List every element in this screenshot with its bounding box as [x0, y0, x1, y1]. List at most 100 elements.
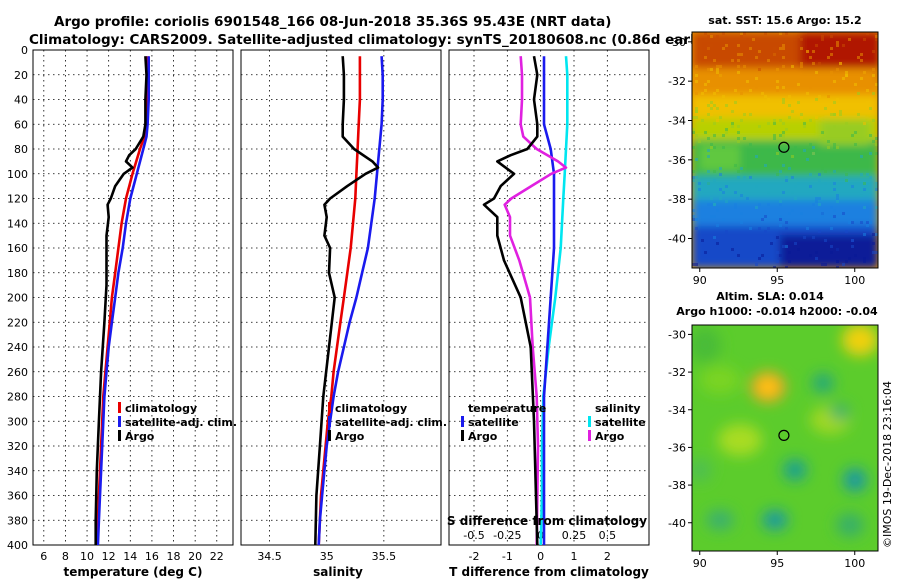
- sst-speckle: [812, 203, 815, 206]
- sst-speckle: [707, 113, 710, 116]
- sst-speckle: [707, 68, 710, 71]
- sst-speckle: [863, 185, 866, 188]
- sst-speckle: [836, 146, 839, 149]
- sst-speckle: [782, 122, 785, 125]
- x-tick-label: 2: [604, 550, 611, 563]
- sst-speckle: [716, 65, 719, 68]
- x-tick-label: 0: [537, 550, 544, 563]
- sst-speckle: [779, 224, 782, 227]
- sst-speckle: [767, 149, 770, 152]
- sst-speckle: [758, 68, 761, 71]
- sst-speckle: [707, 203, 710, 206]
- sst-speckle: [782, 65, 785, 68]
- sst-speckle: [698, 38, 701, 41]
- sst-speckle: [812, 146, 815, 149]
- sst-speckle: [701, 92, 704, 95]
- map-x-tick-label: 100: [844, 557, 865, 570]
- sst-speckle: [821, 215, 824, 218]
- sst-speckle: [719, 197, 722, 200]
- sst-speckle: [743, 176, 746, 179]
- s-tick-label: 0.25: [562, 529, 587, 542]
- sst-speckle: [869, 221, 872, 224]
- sst-speckle: [830, 206, 833, 209]
- x-tick-label: 6: [40, 550, 47, 563]
- sst-speckle: [779, 119, 782, 122]
- sst-speckle: [866, 224, 869, 227]
- sst-speckle: [710, 80, 713, 83]
- sst-speckle: [722, 95, 725, 98]
- sst-speckle: [773, 53, 776, 56]
- sst-speckle: [704, 239, 707, 242]
- sst-speckle: [719, 74, 722, 77]
- sst-speckle: [836, 44, 839, 47]
- sst-speckle: [833, 209, 836, 212]
- sst-speckle: [713, 104, 716, 107]
- legend-swatch-satellite: [118, 416, 121, 427]
- sst-speckle: [773, 266, 776, 268]
- sst-speckle: [740, 167, 743, 170]
- sst-speckle: [836, 113, 839, 116]
- sla-map-title-line2: Argo h1000: -0.014 h2000: -0.04: [676, 305, 878, 318]
- sst-speckle: [716, 89, 719, 92]
- sst-speckle: [785, 179, 788, 182]
- sst-speckle: [704, 131, 707, 134]
- map-y-tick-label: -36: [668, 154, 686, 167]
- sst-speckle: [788, 212, 791, 215]
- sst-speckle: [716, 68, 719, 71]
- sst-speckle: [869, 176, 872, 179]
- sst-speckle: [812, 152, 815, 155]
- sst-speckle: [692, 128, 695, 131]
- sst-speckle: [875, 38, 878, 41]
- sla-map-field: [692, 325, 878, 551]
- sst-speckle: [833, 188, 836, 191]
- sst-speckle: [851, 161, 854, 164]
- sst-speckle: [854, 254, 857, 257]
- sst-speckle: [863, 38, 866, 41]
- sst-speckle: [716, 224, 719, 227]
- sst-speckle: [731, 125, 734, 128]
- sst-speckle: [851, 245, 854, 248]
- sst-speckle: [830, 35, 833, 38]
- legend-label-t-satellite: satellite: [468, 416, 519, 429]
- sst-speckle: [830, 47, 833, 50]
- sst-speckle: [776, 260, 779, 263]
- sst-speckle: [779, 170, 782, 173]
- sst-speckle: [743, 32, 746, 35]
- figure-title-line2: Climatology: CARS2009. Satellite-adjuste…: [29, 32, 721, 48]
- sst-speckle: [821, 212, 824, 215]
- sst-map-title: sat. SST: 15.6 Argo: 15.2: [708, 14, 861, 27]
- sst-speckle: [785, 128, 788, 131]
- salinity-xlabel: salinity: [313, 565, 363, 579]
- sst-speckle: [839, 161, 842, 164]
- sst-speckle: [836, 200, 839, 203]
- sst-speckle: [866, 86, 869, 89]
- sst-speckle: [701, 38, 704, 41]
- sst-speckle: [731, 248, 734, 251]
- sst-speckle: [791, 155, 794, 158]
- sst-speckle: [836, 80, 839, 83]
- sst-speckle: [839, 110, 842, 113]
- sst-speckle: [725, 44, 728, 47]
- sst-speckle: [821, 167, 824, 170]
- depth-tick-label: 0: [21, 44, 28, 57]
- sst-speckle: [704, 32, 707, 35]
- s-tick-label: -0.25: [493, 529, 521, 542]
- sst-speckle: [872, 242, 875, 245]
- sst-speckle: [758, 203, 761, 206]
- sst-speckle: [773, 119, 776, 122]
- sst-speckle: [716, 101, 719, 104]
- sst-speckle: [833, 170, 836, 173]
- sst-speckle: [833, 101, 836, 104]
- sst-speckle: [713, 134, 716, 137]
- sst-speckle: [800, 62, 803, 65]
- sst-speckle: [755, 56, 758, 59]
- sst-speckle: [698, 188, 701, 191]
- sst-speckle: [710, 146, 713, 149]
- sst-speckle: [794, 101, 797, 104]
- sst-speckle: [719, 188, 722, 191]
- difference-legend: temperature satellite Argo salinity sate…: [461, 402, 646, 443]
- sst-speckle: [860, 53, 863, 56]
- sst-speckle: [767, 122, 770, 125]
- sst-speckle: [725, 128, 728, 131]
- sst-speckle: [788, 116, 791, 119]
